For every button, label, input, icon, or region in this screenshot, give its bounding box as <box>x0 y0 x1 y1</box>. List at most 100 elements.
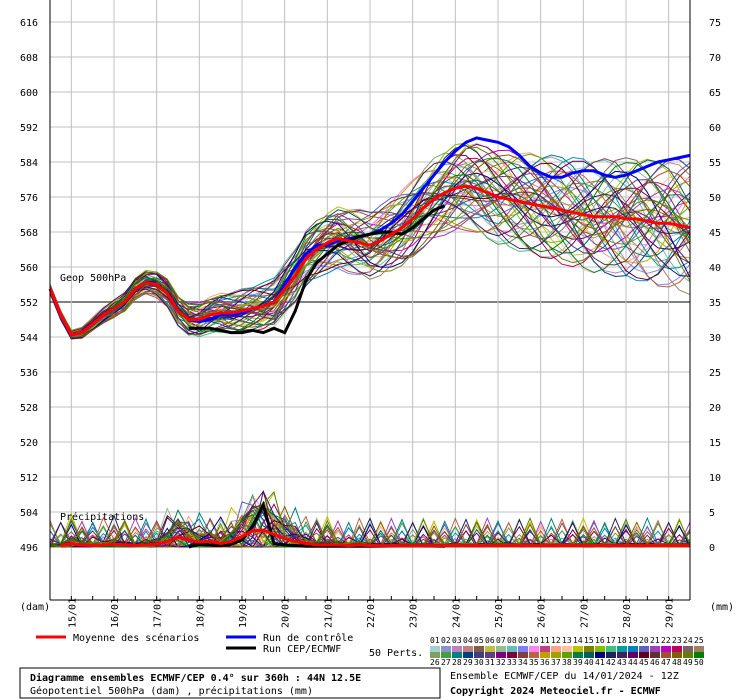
cep-geop-line <box>188 204 446 335</box>
member-swatch <box>672 652 682 658</box>
member-number-label: 39 <box>573 658 583 667</box>
member-number-label: 06 <box>485 636 495 645</box>
y-right-tick-label: 10 <box>709 473 721 484</box>
x-tick-label: 20/01 <box>281 598 292 628</box>
member-number-label: 24 <box>683 636 693 645</box>
member-swatch <box>573 646 583 652</box>
member-number-label: 22 <box>661 636 671 645</box>
x-tick-label: 17/01 <box>153 598 164 628</box>
legend-perts-label: 50 Perts. <box>369 648 423 659</box>
member-geop-line <box>49 152 691 337</box>
legend-control-label: Run de contrôle <box>263 632 353 644</box>
y-right-tick-label: 35 <box>709 298 721 309</box>
member-swatch <box>661 646 671 652</box>
member-number-label: 49 <box>683 658 693 667</box>
member-swatch <box>672 646 682 652</box>
precip-annotation: Précipitations <box>60 511 144 523</box>
member-swatch <box>573 652 583 658</box>
legend: Moyenne des scénarios Run de contrôle Ru… <box>36 632 704 667</box>
member-swatch <box>606 652 616 658</box>
member-swatch <box>584 652 594 658</box>
member-number-label: 38 <box>562 658 572 667</box>
member-swatch <box>595 646 605 652</box>
member-number-label: 15 <box>584 636 594 645</box>
member-swatch <box>562 646 572 652</box>
member-swatch <box>518 652 528 658</box>
footer-subtitle: Géopotentiel 500hPa (dam) , précipitatio… <box>30 685 313 697</box>
member-number-label: 13 <box>562 636 572 645</box>
member-swatch <box>430 646 440 652</box>
member-number-label: 28 <box>452 658 462 667</box>
member-precip-line <box>49 505 690 548</box>
member-swatch <box>595 652 605 658</box>
member-swatch <box>474 646 484 652</box>
member-number-label: 21 <box>650 636 660 645</box>
member-swatch <box>694 652 704 658</box>
member-number-label: 35 <box>529 658 539 667</box>
member-number-label: 48 <box>672 658 682 667</box>
member-number-label: 40 <box>584 658 594 667</box>
member-swatch <box>496 646 506 652</box>
y-right-tick-label: 40 <box>709 263 721 274</box>
y-left-tick-label: 512 <box>20 473 38 484</box>
y-right-tick-label: 70 <box>709 53 721 64</box>
member-number-label: 37 <box>551 658 561 667</box>
member-swatch <box>540 652 550 658</box>
member-swatch <box>485 646 495 652</box>
member-swatch <box>628 652 638 658</box>
x-tick-label: 23/01 <box>409 598 420 628</box>
x-tick-label: 28/01 <box>622 598 633 628</box>
x-tick-label: 18/01 <box>195 598 206 628</box>
member-swatch <box>551 646 561 652</box>
member-number-label: 44 <box>628 658 638 667</box>
member-swatch <box>507 652 517 658</box>
y-left-tick-label: 576 <box>20 193 38 204</box>
member-number-label: 23 <box>672 636 682 645</box>
y-left-tick-label: 592 <box>20 123 38 134</box>
x-tick-label: 25/01 <box>494 598 505 628</box>
member-swatch <box>518 646 528 652</box>
member-number-label: 17 <box>606 636 616 645</box>
member-swatch <box>485 652 495 658</box>
member-swatch <box>628 646 638 652</box>
x-tick-label: 15/01 <box>67 598 78 628</box>
member-number-label: 19 <box>628 636 638 645</box>
member-swatch <box>441 646 451 652</box>
y-left-tick-label: 536 <box>20 368 38 379</box>
member-geop-line <box>49 146 691 338</box>
member-number-label: 34 <box>518 658 528 667</box>
y-right-tick-label: 55 <box>709 158 721 169</box>
y-right-tick-label: 15 <box>709 438 721 449</box>
y-right-tick-label: 5 <box>709 508 715 519</box>
member-geop-line <box>49 169 691 333</box>
geop-annotation: Geop 500hPa <box>60 273 126 284</box>
grid-lines <box>50 0 690 600</box>
y-left-tick-label: 584 <box>20 158 38 169</box>
member-number-label: 04 <box>463 636 473 645</box>
member-number-label: 18 <box>617 636 627 645</box>
member-swatch <box>452 646 462 652</box>
member-swatch <box>540 646 550 652</box>
x-tick-label: 24/01 <box>451 598 462 628</box>
member-number-label: 47 <box>661 658 671 667</box>
member-number-label: 29 <box>463 658 473 667</box>
member-swatch <box>661 652 671 658</box>
legend-mean-label: Moyenne des scénarios <box>73 632 199 644</box>
y-left-tick-label: 560 <box>20 263 38 274</box>
member-number-label: 08 <box>507 636 517 645</box>
member-swatch <box>441 652 451 658</box>
y-left-tick-label: 552 <box>20 298 38 309</box>
member-swatch <box>474 652 484 658</box>
member-number-label: 41 <box>595 658 605 667</box>
member-number-label: 14 <box>573 636 583 645</box>
member-swatch <box>529 652 539 658</box>
y-right-tick-label: 25 <box>709 368 721 379</box>
y-right-tick-label: 75 <box>709 18 721 29</box>
member-number-label: 07 <box>496 636 506 645</box>
member-geop-line <box>49 162 691 336</box>
y-right-tick-label: 65 <box>709 88 721 99</box>
member-swatch <box>617 652 627 658</box>
